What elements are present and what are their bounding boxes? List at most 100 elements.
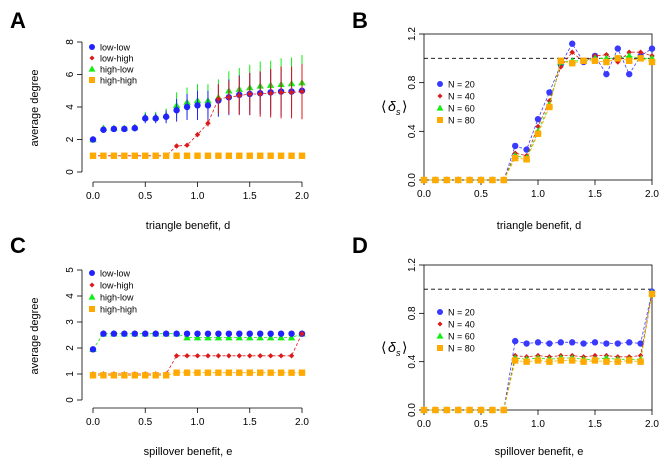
x-tick-label: 2.0 — [645, 189, 659, 200]
y-tick-label: 0 — [65, 397, 76, 403]
data-point — [100, 372, 107, 379]
data-point — [648, 58, 656, 66]
data-point — [648, 45, 656, 52]
data-point — [512, 154, 519, 162]
data-point — [489, 176, 496, 184]
x-tick-label: 0.5 — [474, 419, 488, 430]
legend-marker — [437, 309, 443, 315]
y-tick-label: 2 — [65, 345, 76, 351]
data-point — [162, 372, 170, 379]
data-point — [131, 152, 138, 159]
data-point — [637, 358, 644, 365]
data-point — [235, 333, 243, 341]
legend-label: N = 40 — [448, 320, 475, 330]
data-point — [580, 358, 587, 365]
legend: low-low low-high high-low high-high — [88, 269, 137, 315]
data-point — [277, 330, 285, 337]
data-point — [173, 369, 180, 376]
x-axis-title: triangle benefit, d — [146, 220, 230, 232]
data-point — [205, 120, 211, 126]
data-point — [162, 152, 170, 159]
y-tick-label: 2 — [65, 136, 76, 142]
y-tick-label: 0 — [65, 169, 76, 175]
legend: N = 20 N = 40 N = 60 N = 80 — [436, 308, 475, 354]
data-point — [591, 339, 599, 346]
series-n-80 — [420, 290, 656, 414]
x-tick-label: 1.0 — [191, 191, 205, 202]
data-point — [512, 142, 519, 150]
x-tick-label: 1.0 — [531, 419, 545, 430]
data-point — [267, 330, 274, 337]
svg-text:⟩: ⟩ — [402, 339, 407, 355]
data-point — [247, 91, 253, 97]
legend-marker — [437, 321, 443, 327]
data-point — [89, 152, 97, 159]
legend-marker — [89, 282, 95, 288]
data-point — [89, 136, 97, 143]
data-point — [215, 96, 222, 102]
data-point — [288, 330, 295, 337]
data-point — [591, 357, 599, 364]
data-point — [432, 176, 439, 184]
data-point — [489, 406, 496, 414]
data-point — [152, 372, 159, 379]
data-point — [215, 369, 222, 376]
data-point — [420, 176, 428, 184]
data-point — [236, 369, 243, 376]
data-point — [142, 152, 149, 159]
y-axis-title: ⟨ δ s ⟩ — [381, 98, 407, 117]
data-point — [204, 333, 212, 341]
svg-text:s: s — [396, 107, 401, 117]
data-point — [443, 176, 450, 184]
data-point — [534, 115, 542, 123]
data-point — [557, 57, 564, 64]
series-high-high — [89, 152, 306, 159]
y-tick-label: 0.4 — [407, 354, 418, 368]
x-tick-label: 1.5 — [243, 417, 257, 428]
data-point — [523, 340, 530, 347]
data-point — [603, 58, 610, 66]
data-point — [603, 358, 610, 365]
panel-c: 0.0 0.5 1.0 1.5 2.0 0 1 2 3 4 5 low-low low-high high… — [65, 267, 309, 428]
data-point — [226, 353, 232, 359]
data-point — [89, 372, 97, 379]
x-tick-label: 0.0 — [417, 189, 431, 200]
data-point — [257, 353, 263, 359]
data-point — [100, 152, 107, 159]
panel-label: D — [352, 233, 368, 258]
legend-label: low-low — [100, 269, 131, 279]
data-point — [183, 330, 191, 337]
series-line — [424, 293, 653, 411]
x-tick-label: 0.0 — [417, 419, 431, 430]
x-tick-label: 2.0 — [645, 419, 659, 430]
data-point — [246, 330, 253, 337]
data-point — [569, 357, 576, 364]
legend-marker — [437, 117, 443, 123]
data-point — [110, 125, 118, 133]
y-tick-label: 6 — [65, 71, 76, 77]
data-point — [194, 152, 201, 159]
legend-label: N = 20 — [448, 80, 475, 90]
data-point — [194, 102, 201, 109]
legend-label: high-low — [100, 65, 134, 75]
x-axis-title: spillover benefit, e — [144, 446, 233, 458]
data-point — [131, 372, 138, 379]
data-point — [204, 369, 212, 376]
y-tick-label: 0.8 — [407, 75, 418, 89]
data-point — [142, 372, 149, 379]
data-point — [637, 55, 644, 62]
data-point — [626, 57, 633, 64]
panel-a: 0.0 0.5 1.0 1.5 2.002468low-lowlow-highhigh-… — [65, 39, 309, 202]
data-point — [287, 333, 296, 341]
y-tick-label: 8 — [65, 39, 76, 45]
data-point — [288, 89, 295, 96]
y-axis-title: average degree — [29, 69, 41, 146]
x-tick-label: 1.0 — [191, 417, 205, 428]
data-point — [580, 340, 587, 347]
data-point — [557, 339, 564, 346]
svg-text:s: s — [396, 348, 401, 358]
legend-marker — [436, 332, 444, 339]
legend-marker — [437, 81, 443, 87]
data-point — [278, 353, 284, 359]
